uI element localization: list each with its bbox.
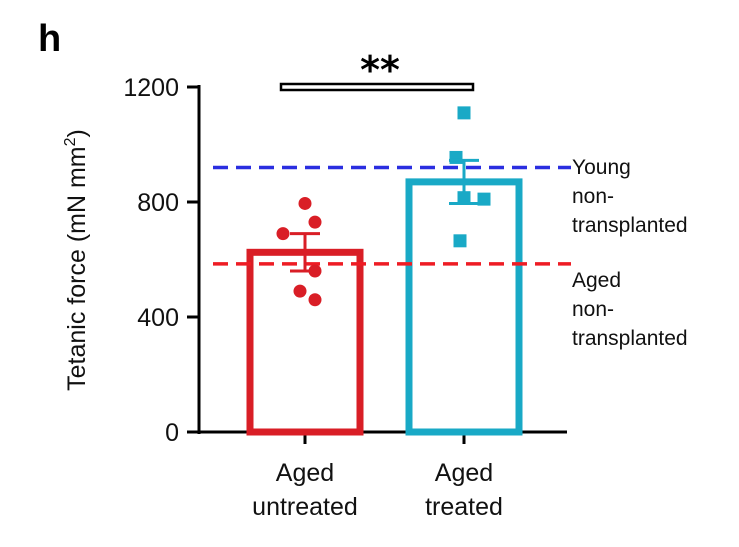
- reference-line-label: Young: [572, 156, 631, 179]
- y-axis-title-text: Tetanic force (mN mm2): [62, 129, 91, 391]
- data-points: [276, 106, 491, 307]
- data-point: [449, 150, 463, 164]
- x-category-label: Aged: [435, 459, 493, 487]
- axes: 0 400 800 1200: [123, 74, 567, 447]
- data-point: [276, 227, 290, 241]
- reference-line-label: non-: [572, 298, 614, 321]
- y-tick-label: 800: [137, 189, 179, 217]
- data-point: [308, 293, 322, 307]
- error-bars: [290, 158, 479, 273]
- x-category-label: Aged: [276, 459, 334, 487]
- reference-lines: [213, 165, 571, 266]
- x-category-label: untreated: [252, 493, 358, 521]
- y-axis-title: Tetanic force (mN mm2): [62, 129, 91, 391]
- reference-line-label: non-: [572, 185, 614, 208]
- data-point: [308, 215, 322, 229]
- y-tick-label: 0: [165, 419, 179, 447]
- y-tick-label: 1200: [123, 74, 179, 102]
- data-point: [298, 196, 312, 210]
- reference-line-label: transplanted: [572, 327, 688, 350]
- y-tick-label: 400: [137, 304, 179, 332]
- significance-bar: [279, 82, 475, 92]
- data-point: [293, 284, 307, 298]
- labels: Aged untreated Aged treated Young non-transpl…: [252, 156, 687, 521]
- significance-annotation: **: [279, 48, 475, 92]
- data-point: [453, 234, 467, 248]
- reference-line-label: transplanted: [572, 214, 688, 237]
- bars: [246, 178, 523, 436]
- bar-aged-untreated: [246, 248, 364, 436]
- data-point: [457, 106, 471, 120]
- significance-label: **: [360, 48, 400, 92]
- data-point: [477, 192, 491, 206]
- panel-label: h: [38, 18, 61, 60]
- bar-aged-treated: [405, 178, 523, 436]
- x-category-label: treated: [425, 493, 503, 521]
- reference-line-label: Aged: [572, 269, 621, 292]
